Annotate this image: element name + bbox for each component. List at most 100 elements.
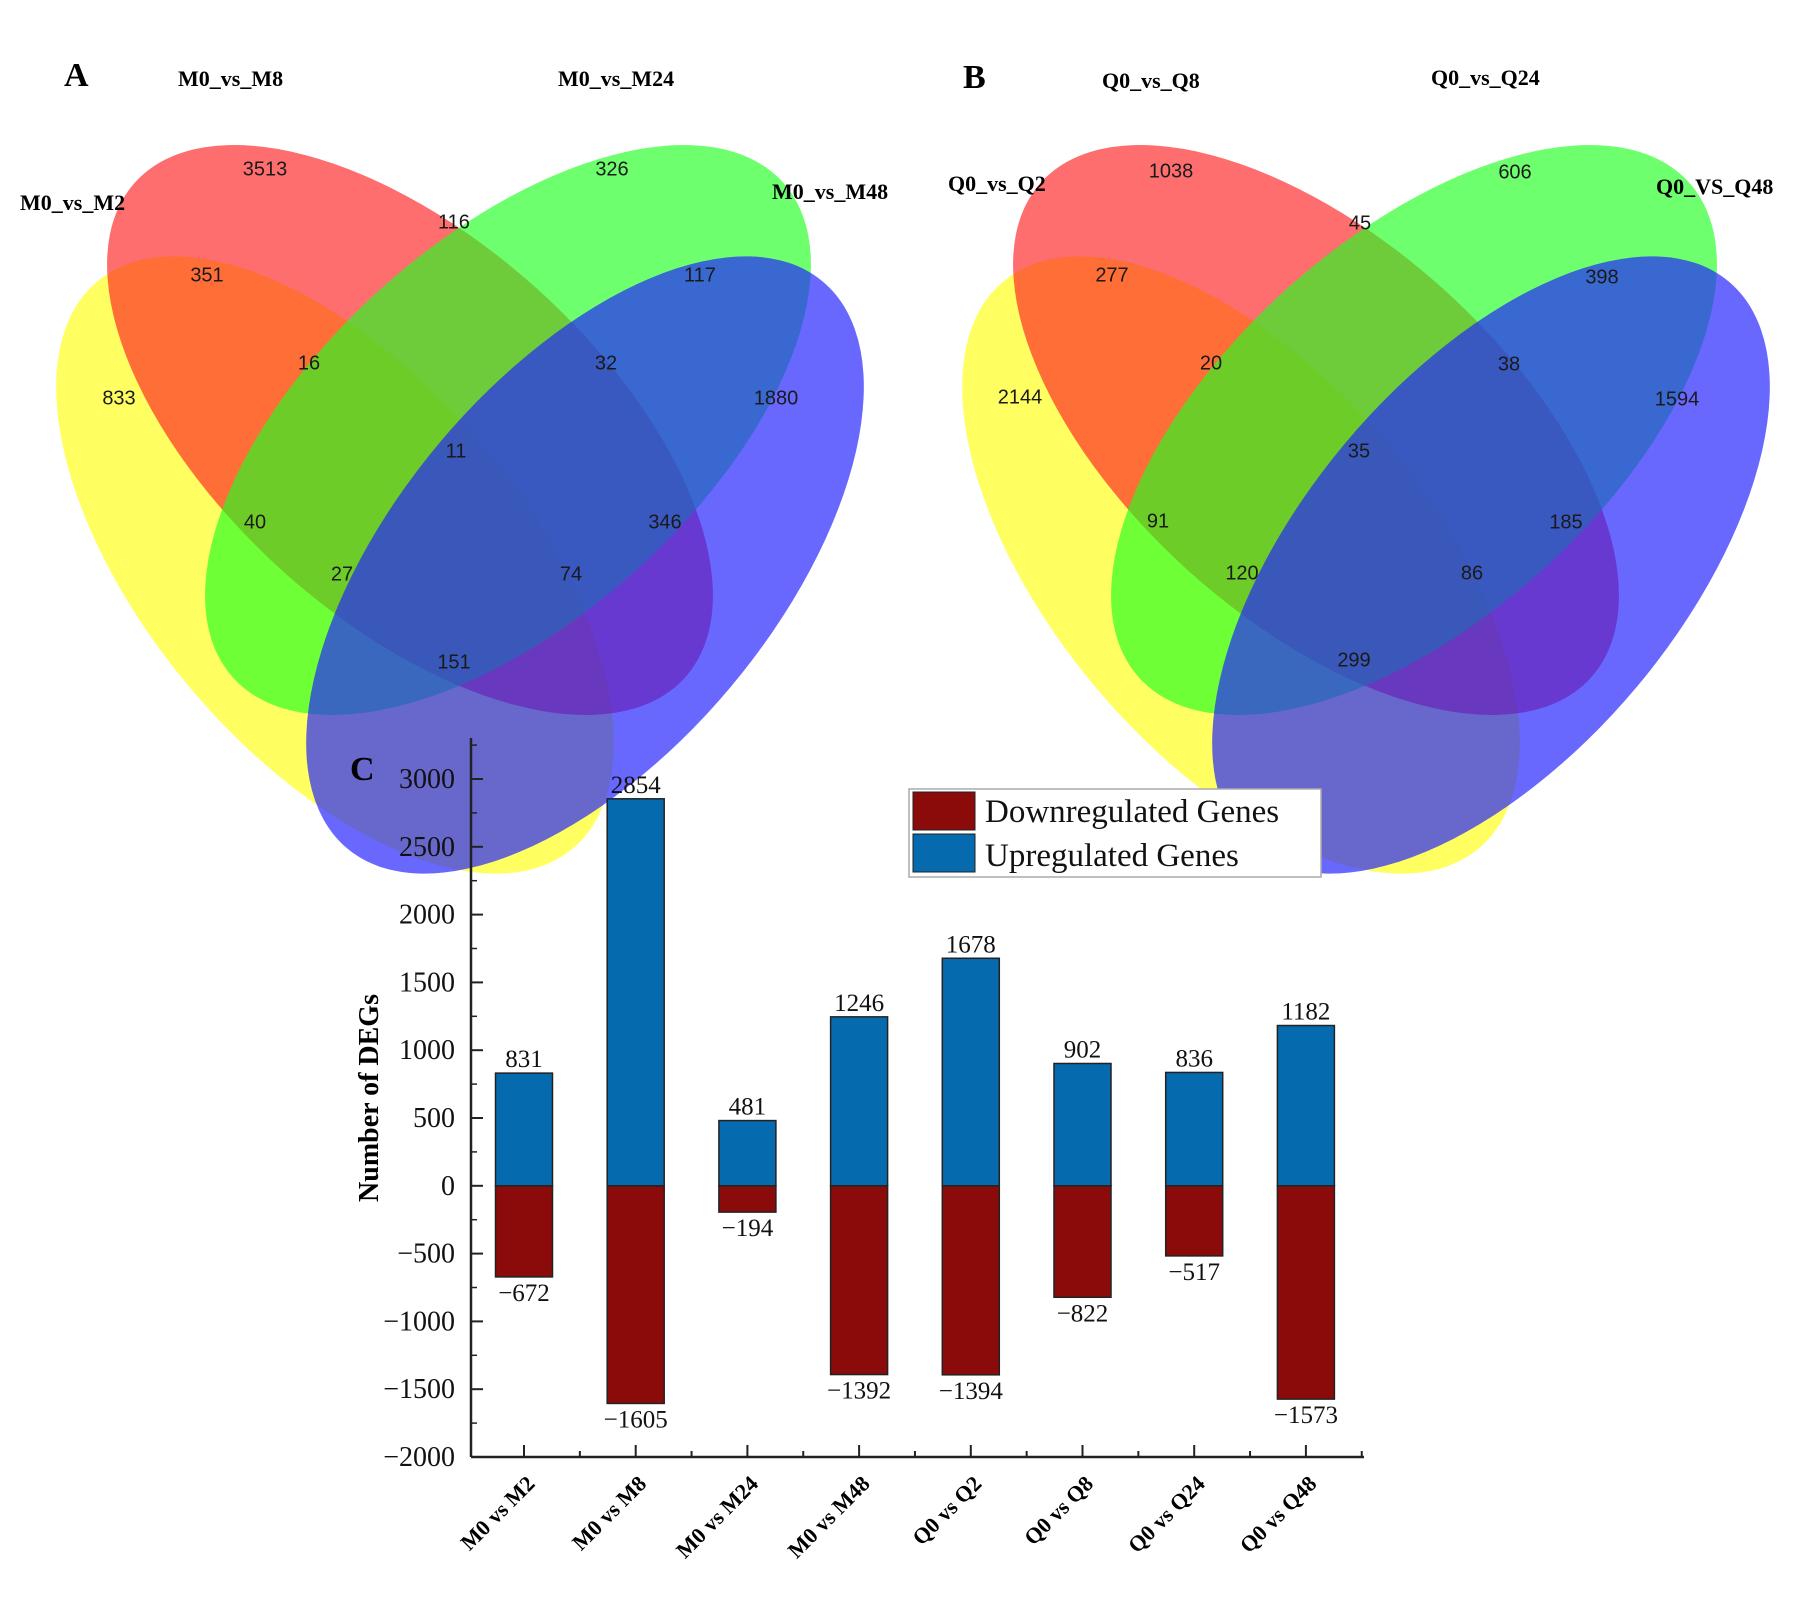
data-label: 2854 (611, 772, 662, 799)
data-label: −1605 (604, 1406, 668, 1433)
bar-downregulated (941, 1185, 1001, 1376)
venn-region-count: 40 (244, 511, 266, 533)
bar-upregulated (1276, 1024, 1336, 1187)
bar-downregulated (494, 1185, 554, 1278)
venn-set-label: M0_vs_M48 (772, 179, 888, 204)
venn-region-count: 3513 (243, 158, 288, 180)
y-tick-label: −1000 (383, 1306, 455, 1337)
venn-region-count: 27 (331, 563, 353, 585)
x-tick-label: Q0 vs Q24 (1123, 1471, 1210, 1558)
bar-upregulated (718, 1119, 777, 1187)
y-axis-label: Number of DEGs (354, 994, 385, 1202)
x-tick-label: Q0 vs Q2 (907, 1471, 986, 1550)
data-label: −672 (498, 1280, 550, 1307)
bar-downregulated (606, 1185, 665, 1405)
legend-label-down: Downregulated Genes (985, 794, 1279, 830)
bar-downregulated (1053, 1185, 1112, 1299)
x-tick-label: Q0 vs Q48 (1235, 1471, 1322, 1558)
bar-upregulated (941, 957, 1001, 1187)
venn-region-count: 35 (1348, 440, 1370, 462)
data-label: −822 (1057, 1300, 1109, 1327)
venn-region-count: 20 (1200, 352, 1222, 374)
venn-region-count: 116 (438, 211, 470, 233)
bar-upregulated (606, 798, 665, 1187)
y-tick-label: 0 (441, 1171, 455, 1202)
venn-region-count: 299 (1337, 649, 1370, 671)
venn-set-label: Q0_VS_Q48 (1656, 174, 1773, 199)
y-tick-label: 500 (413, 1103, 455, 1134)
venn-set-label: Q0_vs_Q8 (1102, 68, 1200, 93)
data-label: −517 (1168, 1259, 1220, 1286)
venn-region-count: 2144 (998, 386, 1043, 408)
bar-upregulated (1164, 1071, 1224, 1187)
panel-label-a: A (64, 57, 89, 94)
x-tick-label: M0 vs M24 (671, 1471, 763, 1563)
bar-downregulated (1164, 1185, 1224, 1257)
venn-region-count: 1038 (1149, 160, 1194, 182)
legend-box (908, 788, 1322, 878)
legend-label-up: Upregulated Genes (985, 838, 1239, 874)
venn-region-count: 398 (1585, 266, 1618, 288)
data-label: −194 (722, 1215, 774, 1242)
bar-upregulated (494, 1072, 554, 1187)
venn-region-count: 86 (1461, 562, 1483, 584)
y-tick-label: 2000 (399, 900, 455, 931)
venn-region-count: 120 (1225, 562, 1258, 584)
venn-region-count: 91 (1147, 510, 1169, 532)
data-label: 481 (729, 1094, 767, 1121)
data-label: 831 (505, 1046, 543, 1073)
x-tick-label: Q0 vs Q8 (1019, 1471, 1098, 1550)
y-tick-label: −1500 (383, 1374, 455, 1405)
venn-region-count: 1594 (1655, 388, 1700, 410)
data-label: 1246 (834, 990, 884, 1017)
venn-region-count: 32 (595, 352, 617, 374)
venn-region-count: 74 (560, 563, 582, 585)
data-label: −1573 (1274, 1402, 1338, 1429)
venn-set-label: M0_vs_M8 (178, 66, 283, 91)
legend-swatch-down (912, 791, 976, 831)
venn-region-count: 833 (102, 387, 135, 409)
bar-upregulated (1053, 1062, 1112, 1187)
x-tick-label: M0 vs M2 (455, 1471, 539, 1555)
y-tick-label: 1500 (399, 967, 455, 998)
y-tick-label: 3000 (399, 764, 455, 795)
venn-region-count: 151 (437, 651, 470, 673)
data-label: 902 (1064, 1036, 1102, 1063)
venn-diagram-a: A M0_vs_M2 M0_vs_M8 M0_vs_M24 M0_vs_M48 … (20, 57, 888, 874)
panel-label-b: B (963, 59, 986, 96)
data-label: −1394 (939, 1378, 1004, 1405)
y-tick-label: −500 (397, 1239, 455, 1270)
venn-set-label: Q0_vs_Q2 (948, 171, 1046, 196)
venn-region-count: 1880 (754, 387, 799, 409)
venn-region-count: 351 (190, 264, 223, 286)
x-tick-label: M0 vs M8 (567, 1471, 651, 1555)
data-label: −1392 (827, 1378, 891, 1405)
venn-set-m48 (306, 256, 864, 874)
venn-region-count: 117 (684, 264, 716, 286)
y-tick-label: 1000 (399, 1035, 455, 1066)
venn-region-count: 606 (1498, 161, 1531, 183)
panel-label-c: C (350, 751, 375, 788)
venn-region-count: 11 (446, 440, 467, 462)
venn-region-count: 45 (1349, 212, 1371, 234)
bar-downregulated (718, 1185, 777, 1213)
data-label: 836 (1175, 1045, 1213, 1072)
venn-set-label: M0_vs_M2 (20, 190, 125, 215)
venn-set-label: Q0_vs_Q24 (1431, 65, 1540, 90)
bar-upregulated (829, 1016, 889, 1187)
venn-region-count: 326 (595, 158, 628, 180)
venn-region-count: 277 (1095, 264, 1128, 286)
venn-region-count: 185 (1549, 511, 1582, 533)
x-tick-label: M0 vs M48 (783, 1471, 875, 1563)
data-label: 1182 (1281, 999, 1330, 1026)
venn-diagram-b: B Q0_vs_Q2 Q0_vs_Q8 Q0_vs_Q24 Q0_VS_Q48 … (948, 59, 1773, 874)
venn-region-count: 38 (1498, 353, 1520, 375)
venn-set-q48 (1212, 256, 1770, 874)
data-label: 1678 (946, 931, 996, 958)
y-tick-label: −2000 (383, 1442, 455, 1473)
venn-region-count: 346 (648, 511, 681, 533)
legend-swatch-up (912, 833, 976, 873)
legend: Downregulated Genes Upregulated Genes (908, 788, 1322, 878)
y-tick-label: 2500 (399, 832, 455, 863)
